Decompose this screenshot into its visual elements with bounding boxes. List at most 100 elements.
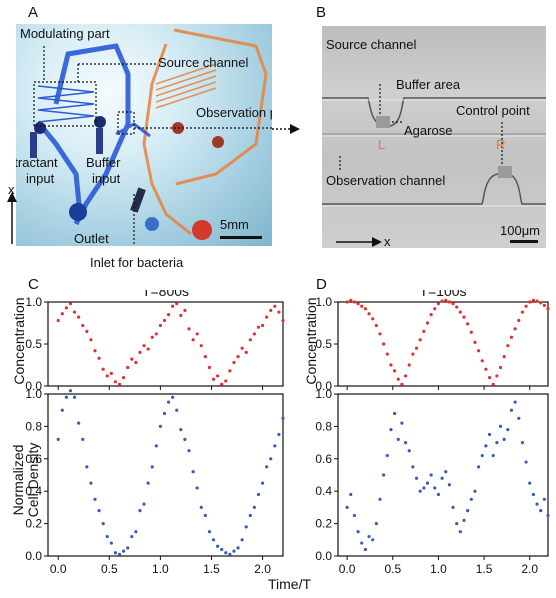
data-point	[158, 323, 162, 328]
x-tick-label: 2.0	[254, 562, 271, 576]
data-point	[281, 416, 285, 420]
plot-frame	[337, 393, 549, 557]
data-point	[171, 304, 175, 308]
panel-label-b: B	[316, 4, 327, 21]
y-tick-label: 1.0	[25, 388, 42, 401]
data-point	[487, 432, 492, 437]
data-point	[349, 492, 353, 497]
data-point	[187, 327, 191, 331]
data-point	[447, 300, 451, 304]
data-point	[72, 395, 77, 399]
data-point	[199, 344, 203, 348]
scale-bar	[220, 236, 262, 239]
data-point	[484, 367, 488, 371]
data-point	[228, 552, 232, 556]
data-point	[183, 308, 187, 312]
x-tick-label: 0.5	[384, 562, 401, 576]
label-buffer: Buffer	[86, 155, 121, 170]
data-point	[236, 546, 240, 550]
data-point	[458, 310, 462, 314]
chart-c-concentration: 0.0 0.5 1.0 T=800s	[25, 290, 285, 390]
x-tick-label: 0.0	[339, 562, 356, 576]
data-point	[535, 502, 539, 506]
label-agarose: Agarose	[404, 123, 453, 138]
label-inlet: Inlet for bacteria	[90, 255, 184, 270]
data-point	[89, 481, 93, 485]
data-point	[142, 502, 146, 506]
data-point	[345, 505, 349, 509]
y-tick-label: 0.8	[25, 419, 42, 433]
data-point	[224, 379, 228, 383]
data-point	[528, 481, 532, 485]
y-tick-label: 1.0	[315, 295, 332, 309]
plot-frame	[47, 301, 284, 387]
label-L: L	[378, 137, 386, 152]
data-point	[150, 465, 154, 469]
data-point	[495, 441, 499, 445]
chart-title: T=800s	[142, 290, 189, 299]
data-point	[414, 476, 419, 480]
label-outlet: Outlet	[74, 231, 109, 246]
xlabel-time: Time/T	[268, 576, 312, 592]
data-point	[524, 460, 528, 464]
data-point	[425, 321, 430, 325]
data-point	[451, 505, 455, 509]
scale-bar-b	[510, 240, 538, 243]
chart-c-density: 0.0 0.2 0.4 0.6 0.8 1.0 0.0 0.5 1.0 1.5 2.0	[25, 388, 285, 576]
data-point	[374, 522, 378, 526]
data-point	[528, 300, 532, 304]
data-point	[81, 437, 85, 441]
device-drawing	[30, 28, 272, 246]
data-point	[396, 377, 400, 381]
data-point	[491, 453, 495, 458]
data-point	[56, 437, 60, 441]
x-tick-label: 1.5	[203, 562, 220, 576]
data-point	[179, 428, 183, 432]
data-point	[462, 315, 466, 319]
agarose-L	[376, 116, 390, 128]
data-point	[191, 470, 195, 474]
label-buffer-area: Buffer area	[396, 77, 461, 92]
data-point	[403, 441, 408, 445]
data-point	[484, 444, 488, 448]
data-point	[224, 551, 228, 555]
data-point	[411, 352, 415, 356]
data-point	[542, 497, 546, 501]
data-point	[546, 307, 550, 311]
data-point	[269, 308, 273, 312]
data-point	[183, 437, 187, 441]
y-tick-label: 0.5	[25, 337, 42, 351]
data-point	[374, 323, 378, 328]
y-tick-label: 1.0	[315, 388, 332, 401]
y-tick-label: 0.4	[25, 484, 42, 498]
data-point	[363, 547, 367, 552]
data-point	[113, 551, 118, 555]
data-point	[101, 522, 105, 526]
data-point	[142, 344, 146, 348]
data-point	[77, 315, 81, 319]
data-point	[68, 302, 73, 306]
data-point	[513, 400, 517, 404]
data-point	[122, 549, 126, 553]
data-point	[260, 323, 265, 328]
data-point	[440, 299, 444, 303]
x-tick-label: 1.0	[430, 562, 447, 576]
micrograph: Source channel Buffer area Control point…	[322, 26, 546, 248]
data-point	[154, 444, 158, 448]
data-point	[85, 465, 89, 469]
data-point	[473, 489, 477, 493]
chart-title: T=100s	[419, 290, 466, 299]
label-source-channel-b: Source channel	[326, 37, 417, 52]
data-point	[498, 365, 503, 370]
data-point	[487, 376, 492, 380]
orange-channel	[142, 28, 268, 236]
data-point	[277, 310, 281, 314]
data-point	[393, 411, 397, 416]
data-point	[273, 444, 277, 448]
data-point	[68, 389, 73, 393]
data-point	[150, 335, 154, 339]
data-point	[367, 534, 371, 539]
data-point	[89, 338, 93, 342]
data-point	[520, 441, 525, 445]
data-point	[126, 546, 130, 550]
